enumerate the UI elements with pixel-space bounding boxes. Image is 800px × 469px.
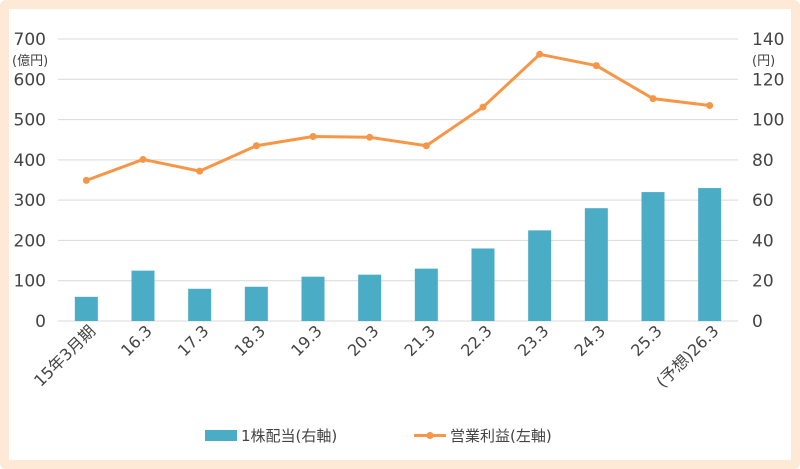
bar bbox=[698, 188, 722, 321]
left-tick-label: 600 bbox=[14, 70, 46, 90]
right-tick-label: 40 bbox=[752, 231, 774, 251]
left-tick-label: 100 bbox=[14, 272, 46, 292]
right-tick-label: 60 bbox=[752, 191, 774, 211]
x-tick-label: 23.3 bbox=[514, 321, 553, 360]
bar bbox=[188, 288, 212, 321]
line-point bbox=[82, 176, 90, 184]
x-tick-label: 17.3 bbox=[174, 321, 213, 360]
left-tick-label: 500 bbox=[14, 111, 46, 131]
line-point bbox=[706, 101, 714, 109]
bar bbox=[244, 286, 268, 321]
right-axis: 0 20 40 60 80 100 120 140 bbox=[752, 30, 784, 332]
right-tick-label: 0 bbox=[752, 312, 763, 332]
line-point bbox=[479, 103, 487, 111]
line-point bbox=[649, 95, 657, 103]
x-tick-label: 25.3 bbox=[627, 321, 666, 360]
x-tick-label: 16.3 bbox=[117, 321, 156, 360]
x-tick-label: 22.3 bbox=[457, 321, 496, 360]
x-tick-label: 18.3 bbox=[231, 321, 270, 360]
left-tick-label: 700 bbox=[14, 30, 46, 50]
line-point bbox=[536, 50, 544, 58]
bar bbox=[471, 248, 495, 321]
bar bbox=[528, 230, 552, 321]
gridlines bbox=[58, 38, 738, 322]
right-tick-label: 20 bbox=[752, 272, 774, 292]
legend: 1株配当(右軸) 営業利益(左軸) bbox=[205, 427, 552, 445]
bar bbox=[414, 268, 438, 321]
line-point bbox=[592, 62, 600, 70]
line-point bbox=[422, 142, 430, 150]
x-tick-label: 19.3 bbox=[287, 321, 326, 360]
bar bbox=[74, 296, 98, 321]
x-tick-label: 24.3 bbox=[571, 321, 610, 360]
left-tick-label: 0 bbox=[35, 312, 46, 332]
legend-label-bar: 1株配当(右軸) bbox=[241, 427, 337, 445]
left-axis: 0 100 200 300 400 500 600 700 bbox=[14, 30, 46, 332]
bar bbox=[301, 276, 325, 321]
line-point bbox=[309, 132, 317, 140]
left-tick-label: 300 bbox=[14, 191, 46, 211]
right-tick-label: 120 bbox=[752, 70, 784, 90]
line-point bbox=[196, 167, 204, 175]
right-tick-label: 80 bbox=[752, 151, 774, 171]
left-tick-label: 400 bbox=[14, 151, 46, 171]
x-axis: 15年3月期 16.3 17.3 18.3 19.3 20.3 21.3 22.3 23.3 24… bbox=[30, 321, 722, 391]
line-point bbox=[366, 133, 374, 141]
right-axis-unit: (円) bbox=[752, 54, 775, 69]
bar-series bbox=[74, 188, 722, 321]
line-point bbox=[139, 155, 147, 163]
x-tick-label: 21.3 bbox=[401, 321, 440, 360]
series-line bbox=[85, 52, 710, 182]
legend-swatch-bar bbox=[205, 430, 237, 441]
left-axis-unit: (億円) bbox=[12, 53, 48, 69]
right-tick-label: 100 bbox=[752, 111, 784, 131]
right-tick-label: 140 bbox=[752, 30, 784, 50]
left-tick-label: 200 bbox=[14, 231, 46, 251]
line-series bbox=[82, 50, 714, 184]
bar bbox=[358, 274, 382, 321]
line-point bbox=[252, 142, 260, 150]
bar bbox=[131, 270, 155, 321]
bar bbox=[641, 192, 665, 321]
x-tick-label: 20.3 bbox=[344, 321, 383, 360]
legend-label-line: 営業利益(左軸) bbox=[450, 427, 552, 445]
legend-swatch-marker bbox=[426, 432, 434, 439]
bar bbox=[584, 208, 608, 321]
x-tick-label: (予想)26.3 bbox=[652, 321, 722, 391]
